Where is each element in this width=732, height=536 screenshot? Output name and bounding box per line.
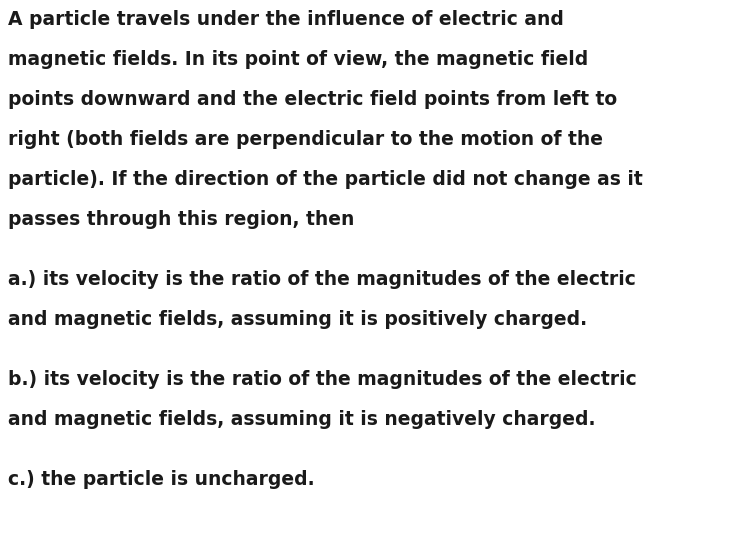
Text: passes through this region, then: passes through this region, then: [8, 210, 354, 229]
Text: magnetic fields. In its point of view, the magnetic field: magnetic fields. In its point of view, t…: [8, 50, 589, 69]
Text: and magnetic fields, assuming it is negatively charged.: and magnetic fields, assuming it is nega…: [8, 410, 596, 429]
Text: right (both fields are perpendicular to the motion of the: right (both fields are perpendicular to …: [8, 130, 603, 149]
Text: b.) its velocity is the ratio of the magnitudes of the electric: b.) its velocity is the ratio of the mag…: [8, 370, 637, 389]
Text: and magnetic fields, assuming it is positively charged.: and magnetic fields, assuming it is posi…: [8, 310, 587, 329]
Text: a.) its velocity is the ratio of the magnitudes of the electric: a.) its velocity is the ratio of the mag…: [8, 270, 636, 289]
Text: points downward and the electric field points from left to: points downward and the electric field p…: [8, 90, 617, 109]
Text: c.) the particle is uncharged.: c.) the particle is uncharged.: [8, 470, 315, 489]
Text: particle). If the direction of the particle did not change as it: particle). If the direction of the parti…: [8, 170, 643, 189]
Text: A particle travels under the influence of electric and: A particle travels under the influence o…: [8, 10, 564, 29]
